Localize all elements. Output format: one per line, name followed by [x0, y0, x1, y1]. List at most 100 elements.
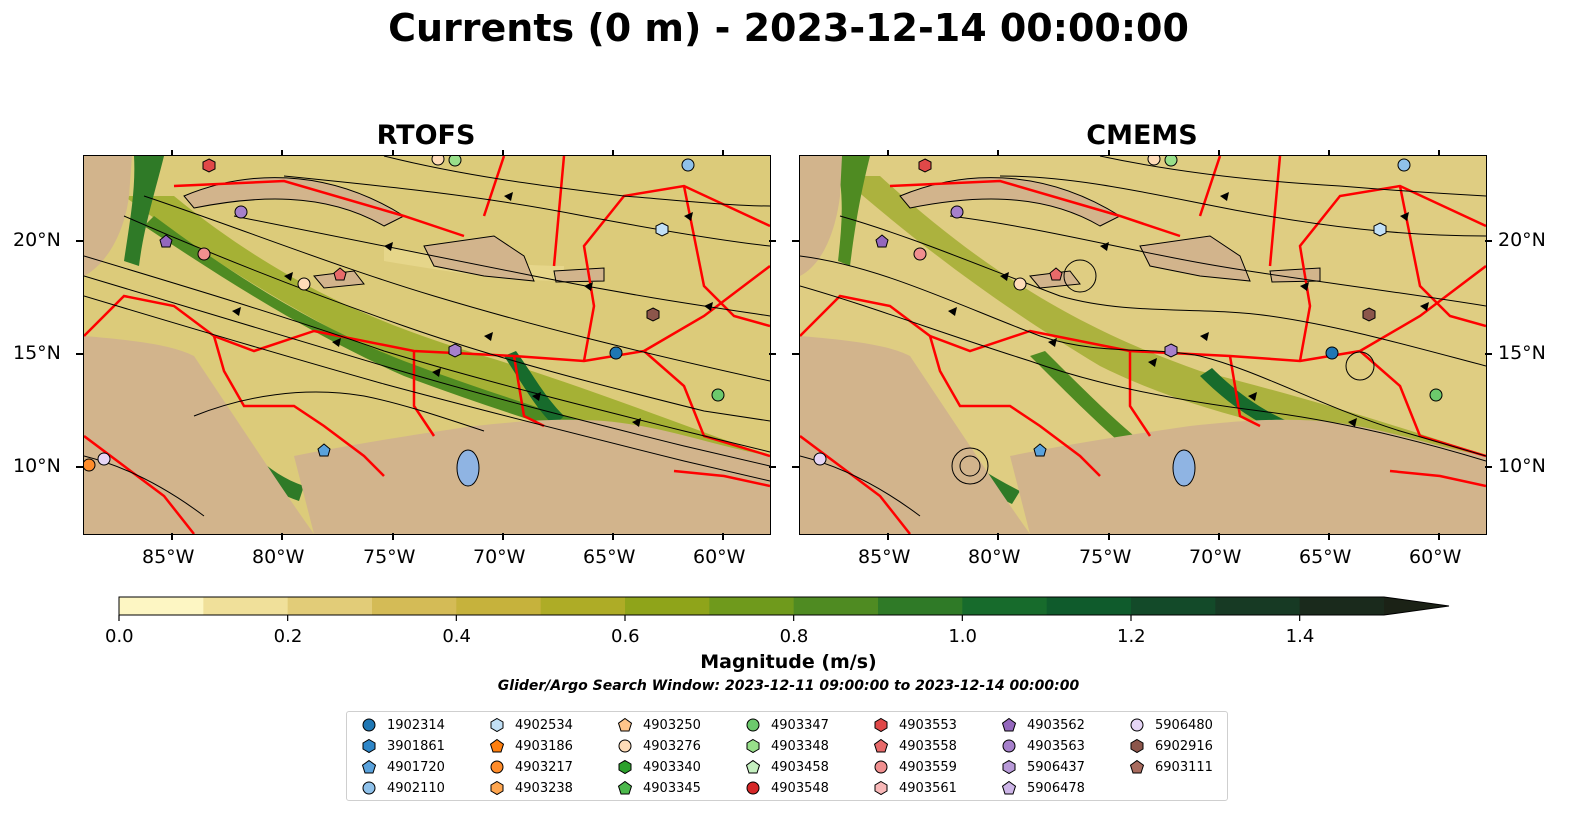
colorbar-band — [372, 597, 457, 615]
colorbar-band — [709, 597, 795, 615]
legend-entry-label: 4903553 — [899, 717, 957, 733]
legend-entry: 4903340 — [617, 757, 701, 777]
legend-entry-label: 4903558 — [899, 738, 957, 754]
legend-entry-label: 4903238 — [515, 780, 573, 796]
legend-entry-label: 3901861 — [387, 738, 445, 754]
legend-entry-label: 5906480 — [1155, 717, 1213, 733]
legend-entry-label: 4903276 — [643, 738, 701, 754]
figure-title: Currents (0 m) - 2023-12-14 00:00:00 — [388, 6, 1189, 50]
legend-entry: 6902916 — [1129, 736, 1213, 756]
legend-entry: 4902534 — [489, 715, 573, 735]
map-cmems-canvas — [800, 156, 1486, 534]
legend-entry: 4903558 — [873, 736, 957, 756]
colorbar-band — [540, 597, 626, 615]
pentagon-marker-icon — [489, 738, 505, 753]
legend-entry-label: 4903548 — [771, 780, 829, 796]
map-rtofs — [83, 155, 771, 535]
legend-entry-label: 4903250 — [643, 717, 701, 733]
float-legend: 1902314 3901861 4901720 4902110 4902534 49031… — [346, 711, 1228, 801]
colorbar-tick-label: 1.2 — [1117, 626, 1146, 647]
colorbar-tick-label: 1.4 — [1285, 626, 1315, 647]
colorbar-band — [203, 597, 289, 615]
pentagon-marker-icon — [361, 759, 377, 774]
hexagon-marker-icon — [1130, 738, 1144, 754]
map-cmems — [799, 155, 1487, 535]
lon-tick-label: 70°W — [1189, 546, 1242, 568]
axis-ticks — [76, 150, 1492, 540]
colorbar-band — [625, 597, 710, 615]
legend-entry-label: 4903348 — [771, 738, 829, 754]
legend-entry: 5906437 — [1001, 757, 1085, 777]
legend-entry-label: 4903217 — [515, 759, 573, 775]
hexagon-marker-icon — [618, 759, 632, 775]
legend-entry: 4903548 — [745, 778, 829, 798]
colorbar-tick-label: 0.2 — [273, 626, 303, 647]
legend-entry: 4903276 — [617, 736, 701, 756]
colorbar-band — [962, 597, 1048, 615]
circle-marker-icon — [1002, 739, 1016, 753]
legend-entry: 3901861 — [361, 736, 445, 756]
circle-marker-icon — [1130, 718, 1144, 732]
legend-entry: 4903347 — [745, 715, 829, 735]
colorbar-band — [456, 597, 542, 615]
legend-entry-label: 5906478 — [1027, 780, 1085, 796]
lon-tick-label: 60°W — [693, 546, 746, 568]
legend-entry: 4902110 — [361, 778, 445, 798]
colorbar-band — [1299, 597, 1385, 615]
legend-entry: 4903217 — [489, 757, 573, 777]
lat-tick-label: 10°N — [13, 455, 61, 477]
legend-entry-label: 4903458 — [771, 759, 829, 775]
colorbar-tick-label: 0.4 — [442, 626, 471, 647]
circle-marker-icon — [874, 760, 888, 774]
legend-entry: 4903345 — [617, 778, 701, 798]
lon-tick-label: 85°W — [142, 546, 195, 568]
legend-entry: 4903561 — [873, 778, 957, 798]
colorbar — [118, 596, 1450, 621]
hexagon-marker-icon — [874, 780, 888, 796]
hexagon-marker-icon — [874, 717, 888, 733]
colorbar-band — [1046, 597, 1132, 615]
legend-entry: 4903238 — [489, 778, 573, 798]
colorbar-tick-label: 1.0 — [948, 626, 977, 647]
legend-entry-label: 4903340 — [643, 759, 701, 775]
legend-entry: 5906480 — [1129, 715, 1213, 735]
legend-entry: 6903111 — [1129, 757, 1213, 777]
legend-entry-label: 4903562 — [1027, 717, 1085, 733]
legend-entry: 1902314 — [361, 715, 445, 735]
legend-entry: 4903250 — [617, 715, 701, 735]
panel-title-cmems: CMEMS — [1086, 120, 1198, 151]
legend-entry: 4903563 — [1001, 736, 1085, 756]
legend-entry: 4903458 — [745, 757, 829, 777]
circle-marker-icon — [746, 718, 760, 732]
colorbar-band — [878, 597, 963, 615]
legend-entry-label: 4903345 — [643, 780, 701, 796]
pentagon-marker-icon — [1001, 780, 1017, 795]
colorbar-outline — [118, 596, 1450, 616]
legend-entry-label: 6902916 — [1155, 738, 1213, 754]
colorbar-tick-label: 0.6 — [611, 626, 640, 647]
legend-entry: 4903553 — [873, 715, 957, 735]
legend-entry: 4903186 — [489, 736, 573, 756]
circle-marker-icon — [490, 760, 504, 774]
colorbar-band — [793, 597, 879, 615]
circle-marker-icon — [362, 718, 376, 732]
colorbar-tick-label: 0.0 — [105, 626, 134, 647]
pentagon-marker-icon — [745, 759, 761, 774]
legend-entry-label: 4903563 — [1027, 738, 1085, 754]
hexagon-marker-icon — [746, 738, 760, 754]
legend-entry-label: 6903111 — [1155, 759, 1213, 775]
circle-marker-icon — [362, 781, 376, 795]
lon-tick-label: 70°W — [473, 546, 526, 568]
hexagon-marker-icon — [490, 780, 504, 796]
colorbar-extend-arrow — [1384, 597, 1449, 615]
lat-tick-label: 20°N — [13, 229, 61, 251]
legend-entry-label: 4902110 — [387, 780, 445, 796]
colorbar-band — [1131, 597, 1216, 615]
colorbar-tick-label: 0.8 — [779, 626, 809, 647]
pentagon-marker-icon — [1129, 759, 1145, 774]
colorbar-band — [287, 597, 373, 615]
lat-tick-label: 10°N — [1498, 455, 1546, 477]
colorbar-band — [1215, 597, 1301, 615]
pentagon-marker-icon — [873, 738, 889, 753]
legend-entry: 4903562 — [1001, 715, 1085, 735]
